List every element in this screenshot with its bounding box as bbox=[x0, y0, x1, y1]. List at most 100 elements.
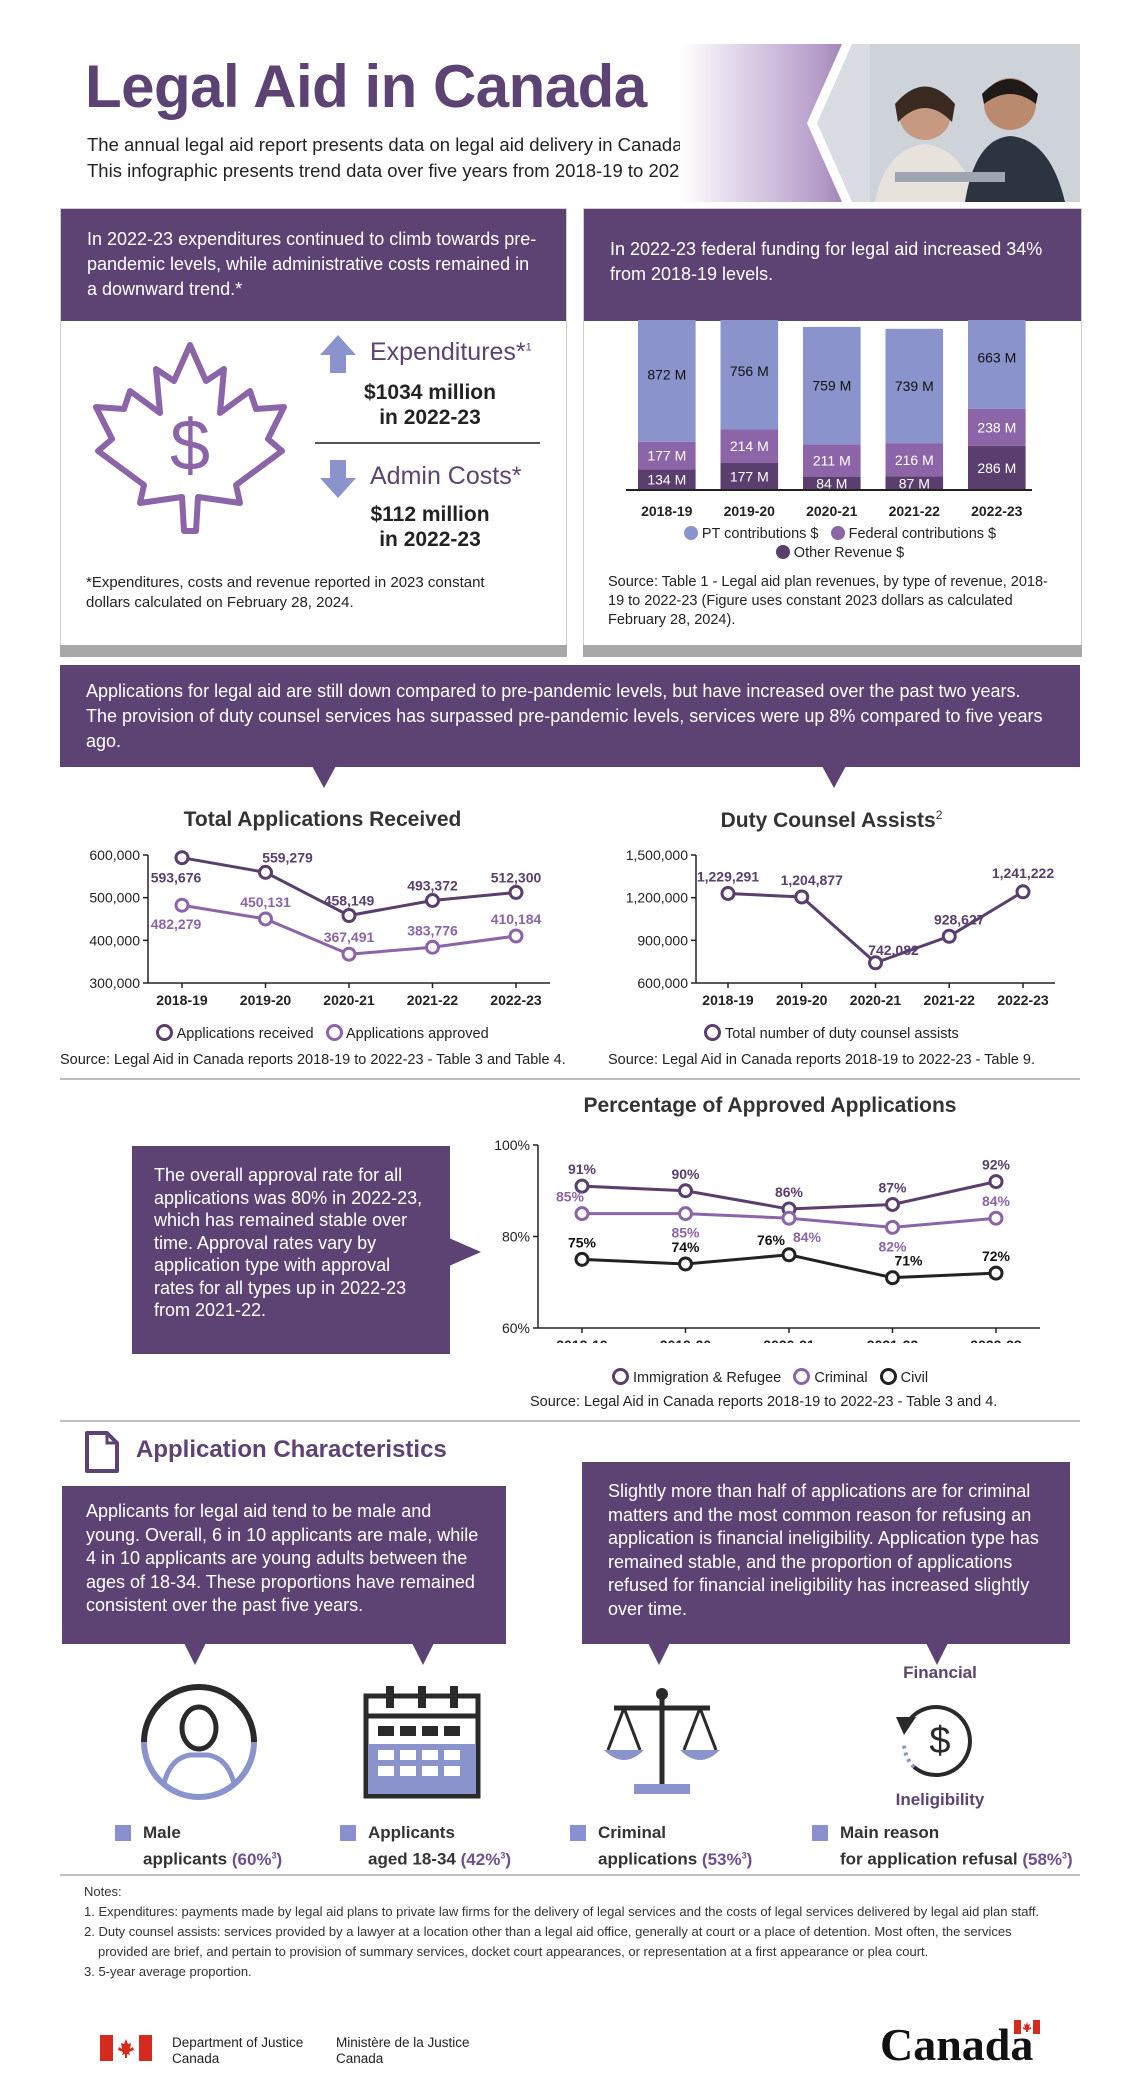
department-fr-line-1: Ministère de la Justice bbox=[336, 2035, 470, 2050]
legend-label-criminal: Criminal bbox=[814, 1370, 868, 1386]
x-tick-label-3: 2021-22 bbox=[867, 1337, 919, 1343]
x-tick-label-1: 2019-20 bbox=[240, 992, 292, 1008]
bar-1-2 bbox=[803, 444, 861, 478]
bar-2-4 bbox=[968, 320, 1026, 409]
notes-section: Notes: 1. Expenditures: payments made by… bbox=[84, 1882, 1084, 1982]
duty-counsel-line-chart: 1,500,000 1,200,000 900,000 600,000 2018-19 2… bbox=[626, 847, 1055, 1008]
characteristic-criminal-swatch bbox=[570, 1825, 586, 1841]
y-tick-label-0: 1,500,000 bbox=[626, 847, 688, 863]
series-point-2-1 bbox=[678, 1256, 693, 1272]
y-tick-label-2: 60% bbox=[502, 1320, 530, 1336]
bar-0-3 bbox=[885, 476, 944, 490]
expenditures-label: Expenditures*1 bbox=[370, 338, 532, 367]
bar-category-1: 2019-20 bbox=[724, 503, 776, 519]
duty-counsel-title-sup: 2 bbox=[935, 808, 943, 822]
bar-label-2-4: 663 M bbox=[977, 350, 1016, 366]
x-tick-label-0: 2018-19 bbox=[556, 1337, 608, 1343]
bar-label-1-3: 216 M bbox=[895, 452, 934, 468]
refusal-sup: 3 bbox=[1062, 1850, 1068, 1860]
expenditures-footnote: *Expenditures, costs and revenue reporte… bbox=[86, 574, 485, 611]
admin-costs-value-line-2: in 2022-23 bbox=[379, 528, 481, 551]
bar-1-4 bbox=[968, 408, 1026, 446]
expenditures-label-sup: 1 bbox=[525, 341, 532, 354]
expenditures-divider bbox=[315, 442, 540, 444]
financial-ineligibility-icon: $ bbox=[896, 1705, 972, 1778]
y-tick-label-0: 600,000 bbox=[89, 847, 140, 863]
canada-wordmark: Canada bbox=[880, 2019, 1034, 2070]
note-2-line-1: 2. Duty counsel assists: services provid… bbox=[84, 1924, 1012, 1939]
series-point-1-4 bbox=[988, 1210, 1004, 1226]
series-label-2-3: 71% bbox=[894, 1253, 923, 1269]
wordmark-flag-icon bbox=[1014, 2020, 1040, 2034]
approval-legend: Immigration & Refugee Criminal Civil bbox=[490, 1368, 1050, 1386]
expenditures-callout: In 2022-23 expenditures continued to cli… bbox=[61, 209, 566, 321]
series-point-1-3 bbox=[425, 939, 440, 955]
funding-stacked-bar-chart: 134 M 177 M 872 M 2018-19 177 M 214 M 756 M 201… bbox=[626, 320, 1032, 519]
bar-0-1 bbox=[720, 462, 779, 490]
series-label-0-3: 493,372 bbox=[407, 877, 458, 893]
x-tick-label-2: 2020-21 bbox=[850, 992, 902, 1008]
bar-0-2 bbox=[803, 477, 861, 490]
department-en-line-1: Department of Justice bbox=[172, 2035, 304, 2050]
legend-marker-duty bbox=[704, 1024, 722, 1041]
bar-label-0-0: 134 M bbox=[647, 472, 686, 488]
duty-counsel-title-text: Duty Counsel Assists bbox=[720, 809, 936, 832]
male-close: ) bbox=[276, 1849, 283, 1869]
funding-legend-row-2: Other Revenue $ bbox=[660, 545, 1020, 561]
male-pct: (60% bbox=[231, 1849, 272, 1869]
x-tick-label-2: 2020-21 bbox=[323, 992, 375, 1008]
x-tick-label-3: 2021-22 bbox=[407, 992, 459, 1008]
bar-label-2-1: 756 M bbox=[730, 363, 769, 379]
characteristic-age-label: Applicants aged 18-34 (42%3) bbox=[368, 1822, 511, 1871]
department-en-line-2: Canada bbox=[172, 2051, 220, 2066]
callout-pointer-right bbox=[822, 766, 846, 788]
bar-label-0-4: 286 M bbox=[977, 460, 1016, 476]
funding-source: Source: Table 1 - Legal aid plan revenue… bbox=[608, 574, 1048, 628]
calendar-icon bbox=[363, 1686, 481, 1799]
age-sup: 3 bbox=[500, 1850, 506, 1860]
funding-panel-bottom-bar bbox=[583, 645, 1082, 657]
y-tick-label-2: 900,000 bbox=[637, 932, 688, 948]
duty-counsel-legend: Total number of duty counsel assists bbox=[583, 1024, 1080, 1042]
funding-legend-row-1: PT contributions $ Federal contributions… bbox=[660, 526, 1020, 542]
approval-line-chart: 100% 80% 60% 2018-19 2019-20 2020-21 2021-22 20… bbox=[494, 1137, 1040, 1343]
age-line-1: Applicants bbox=[368, 1823, 455, 1842]
legend-marker-immigration bbox=[611, 1368, 629, 1385]
x-tick-label-0: 2018-19 bbox=[702, 992, 754, 1008]
y-tick-label-2: 400,000 bbox=[89, 932, 140, 948]
series-point-1-2 bbox=[781, 1210, 797, 1226]
series-point-0-1 bbox=[794, 889, 810, 905]
characteristics-right-callout: Slightly more than half of applications … bbox=[582, 1462, 1070, 1644]
series-label-0-2: 86% bbox=[775, 1184, 804, 1200]
subtitle-line-1: The annual legal aid report presents dat… bbox=[87, 134, 688, 155]
bar-label-1-0: 177 M bbox=[647, 448, 686, 464]
characteristics-left-callout: Applicants for legal aid tend to be male… bbox=[62, 1486, 506, 1644]
criminal-line-1: Criminal bbox=[598, 1823, 667, 1842]
x-tick-label-4: 2022-23 bbox=[970, 1337, 1022, 1343]
legend-label-other: Other Revenue $ bbox=[793, 545, 905, 561]
funding-legend: PT contributions $ Federal contributions… bbox=[660, 526, 1020, 561]
subtitle-line-2: This infographic presents trend data ove… bbox=[87, 160, 722, 181]
total-applications-title: Total Applications Received bbox=[183, 808, 462, 831]
series-label-1-3: 82% bbox=[878, 1238, 907, 1254]
callout-pointer-left bbox=[312, 766, 336, 788]
svg-text:$: $ bbox=[170, 406, 210, 486]
series-label-0-1: 90% bbox=[671, 1166, 700, 1182]
department-fr-line-2: Canada bbox=[336, 2051, 384, 2066]
criminal-sup: 3 bbox=[741, 1850, 747, 1860]
series-label-2-1: 74% bbox=[671, 1239, 700, 1255]
arrow-down-icon bbox=[320, 460, 356, 498]
bar-label-1-4: 238 M bbox=[977, 419, 1016, 435]
arrow-up-icon bbox=[320, 335, 356, 373]
bar-label-1-1: 214 M bbox=[730, 438, 769, 454]
bar-2-2 bbox=[803, 326, 861, 445]
series-point-0-3 bbox=[885, 1196, 900, 1212]
age-line-2: aged 18-34 bbox=[368, 1849, 456, 1869]
bar-label-0-3: 87 M bbox=[899, 475, 930, 491]
legend-label-pt: PT contributions $ bbox=[701, 526, 819, 542]
applications-intro-text: Applications for legal aid are still dow… bbox=[86, 681, 1043, 751]
male-line-1: Male bbox=[143, 1823, 181, 1842]
series-label-0-3: 928,627 bbox=[934, 911, 985, 927]
refusal-pct: (58% bbox=[1022, 1849, 1063, 1869]
x-tick-label-1: 2019-20 bbox=[776, 992, 828, 1008]
